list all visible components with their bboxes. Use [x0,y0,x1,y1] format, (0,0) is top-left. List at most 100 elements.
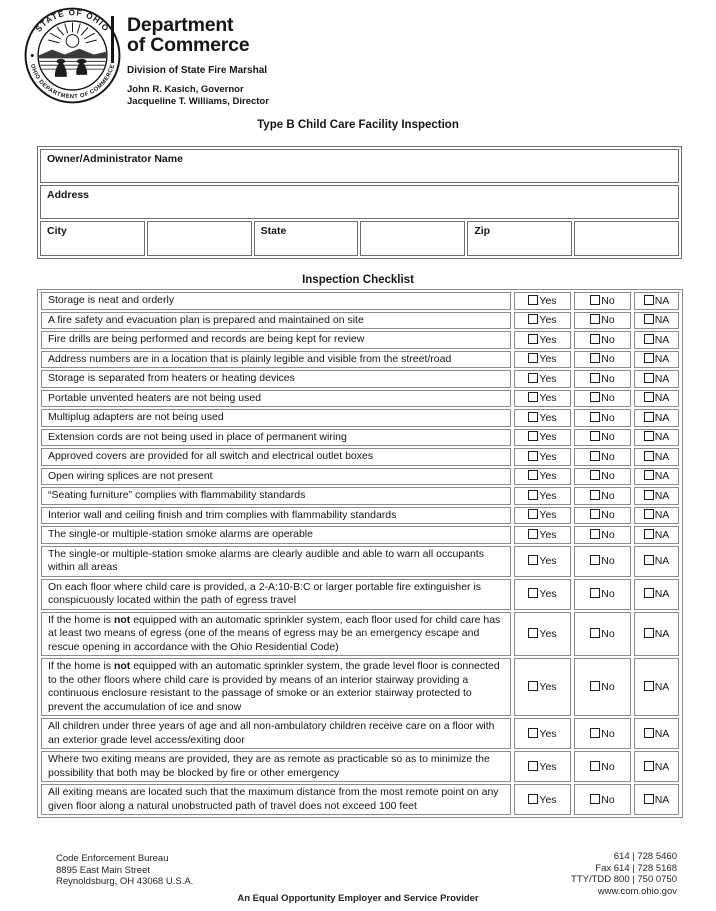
checkbox-cell-na[interactable]: NA [634,658,679,716]
checkbox-no-icon[interactable] [590,450,601,461]
checkbox-cell-yes[interactable]: Yes [514,448,571,466]
checkbox-cell-no[interactable]: No [574,467,631,485]
checkbox-yes-icon[interactable] [528,333,539,344]
checkbox-cell-yes[interactable]: Yes [514,718,571,749]
checkbox-cell-yes[interactable]: Yes [514,487,571,505]
checkbox-cell-no[interactable]: No [574,292,631,310]
website-link[interactable]: www.com.ohio.gov [597,885,677,897]
checkbox-cell-no[interactable]: No [574,448,631,466]
checkbox-cell-no[interactable]: No [574,487,631,505]
checkbox-no-icon[interactable] [590,528,601,539]
checkbox-cell-yes[interactable]: Yes [514,331,571,349]
checkbox-cell-no[interactable]: No [574,658,631,716]
checkbox-cell-yes[interactable]: Yes [514,506,571,524]
checkbox-cell-no[interactable]: No [574,784,631,815]
checkbox-cell-no[interactable]: No [574,751,631,782]
checkbox-na-icon[interactable] [643,588,654,598]
checkbox-cell-no[interactable]: No [574,331,631,349]
checkbox-yes-icon[interactable] [528,681,539,691]
address-field[interactable]: Address [40,185,679,219]
checkbox-yes-icon[interactable] [528,353,539,364]
checkbox-cell-no[interactable]: No [574,526,631,544]
checkbox-na-icon[interactable] [643,314,654,325]
checkbox-yes-icon[interactable] [528,392,539,403]
checkbox-cell-na[interactable]: NA [634,389,679,407]
checkbox-yes-icon[interactable] [528,793,539,804]
checkbox-na-icon[interactable] [643,509,654,520]
checkbox-cell-na[interactable]: NA [634,578,679,610]
checkbox-cell-yes[interactable]: Yes [514,292,571,310]
checkbox-cell-yes[interactable]: Yes [514,784,571,815]
checkbox-cell-no[interactable]: No [574,409,631,427]
checkbox-cell-no[interactable]: No [574,545,631,577]
checkbox-na-icon[interactable] [643,528,654,539]
checkbox-cell-na[interactable]: NA [634,292,679,310]
checkbox-cell-no[interactable]: No [574,350,631,368]
checkbox-cell-yes[interactable]: Yes [514,578,571,610]
checkbox-na-icon[interactable] [643,627,654,638]
checkbox-cell-na[interactable]: NA [634,751,679,782]
checkbox-no-icon[interactable] [590,588,601,598]
checkbox-yes-icon[interactable] [528,760,539,771]
checkbox-cell-na[interactable]: NA [634,545,679,577]
checkbox-na-icon[interactable] [643,489,654,500]
checkbox-cell-na[interactable]: NA [634,350,679,368]
checkbox-yes-icon[interactable] [528,431,539,442]
checkbox-cell-na[interactable]: NA [634,487,679,505]
checkbox-no-icon[interactable] [590,489,601,500]
checkbox-na-icon[interactable] [643,294,654,305]
checkbox-cell-yes[interactable]: Yes [514,751,571,782]
checkbox-cell-na[interactable]: NA [634,448,679,466]
checkbox-yes-icon[interactable] [528,314,539,325]
checkbox-no-icon[interactable] [590,411,601,422]
checkbox-cell-yes[interactable]: Yes [514,428,571,446]
checkbox-cell-yes[interactable]: Yes [514,545,571,577]
checkbox-na-icon[interactable] [643,372,654,383]
checkbox-no-icon[interactable] [590,681,601,691]
checkbox-cell-yes[interactable]: Yes [514,311,571,329]
checkbox-no-icon[interactable] [590,333,601,344]
checkbox-cell-no[interactable]: No [574,611,631,656]
checkbox-yes-icon[interactable] [528,727,539,738]
checkbox-no-icon[interactable] [590,353,601,364]
checkbox-na-icon[interactable] [643,727,654,738]
checkbox-cell-na[interactable]: NA [634,331,679,349]
checkbox-cell-no[interactable]: No [574,506,631,524]
checkbox-yes-icon[interactable] [528,627,539,638]
checkbox-no-icon[interactable] [590,627,601,638]
checkbox-no-icon[interactable] [590,509,601,520]
checkbox-yes-icon[interactable] [528,411,539,422]
checkbox-no-icon[interactable] [590,314,601,325]
checkbox-no-icon[interactable] [590,431,601,442]
owner-name-field[interactable]: Owner/Administrator Name [40,149,679,183]
checkbox-na-icon[interactable] [643,681,654,691]
checkbox-no-icon[interactable] [590,727,601,738]
checkbox-yes-icon[interactable] [528,294,539,305]
checkbox-na-icon[interactable] [643,760,654,771]
checkbox-cell-na[interactable]: NA [634,311,679,329]
checkbox-cell-yes[interactable]: Yes [514,526,571,544]
checkbox-cell-no[interactable]: No [574,370,631,388]
checkbox-cell-na[interactable]: NA [634,611,679,656]
checkbox-na-icon[interactable] [643,555,654,565]
checkbox-cell-yes[interactable]: Yes [514,409,571,427]
checkbox-yes-icon[interactable] [528,372,539,383]
checkbox-na-icon[interactable] [643,793,654,804]
checkbox-cell-no[interactable]: No [574,578,631,610]
checkbox-na-icon[interactable] [643,470,654,481]
checkbox-cell-no[interactable]: No [574,389,631,407]
checkbox-cell-yes[interactable]: Yes [514,350,571,368]
checkbox-no-icon[interactable] [590,294,601,305]
checkbox-cell-na[interactable]: NA [634,428,679,446]
checkbox-na-icon[interactable] [643,431,654,442]
checkbox-no-icon[interactable] [590,555,601,565]
checkbox-yes-icon[interactable] [528,555,539,565]
checkbox-cell-no[interactable]: No [574,428,631,446]
checkbox-na-icon[interactable] [643,353,654,364]
checkbox-cell-yes[interactable]: Yes [514,370,571,388]
checkbox-no-icon[interactable] [590,760,601,771]
checkbox-no-icon[interactable] [590,372,601,383]
checkbox-yes-icon[interactable] [528,588,539,598]
checkbox-na-icon[interactable] [643,411,654,422]
checkbox-cell-na[interactable]: NA [634,506,679,524]
